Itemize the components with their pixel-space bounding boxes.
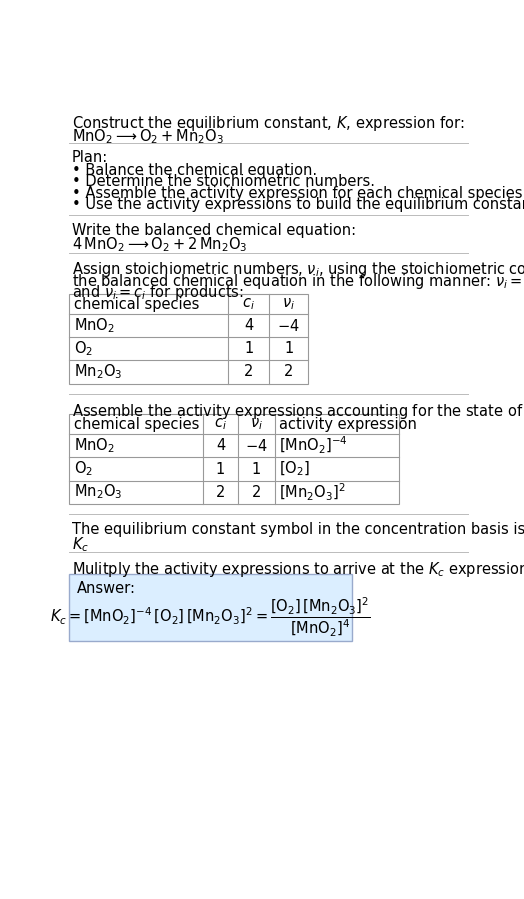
Text: 1: 1: [252, 461, 261, 476]
Text: $4\,\mathrm{MnO_2} \longrightarrow \mathrm{O_2} + 2\,\mathrm{Mn_2O_3}$: $4\,\mathrm{MnO_2} \longrightarrow \math…: [72, 236, 247, 254]
Text: $\nu_i$: $\nu_i$: [282, 297, 295, 312]
Bar: [69, 294, 308, 384]
Text: $c_i$: $c_i$: [214, 416, 227, 432]
Text: 1: 1: [284, 342, 293, 356]
Text: chemical species: chemical species: [74, 417, 200, 432]
FancyBboxPatch shape: [69, 574, 352, 642]
Text: the balanced chemical equation in the following manner: $\nu_i = -c_i$ for react: the balanced chemical equation in the fo…: [72, 271, 524, 291]
Text: $\mathrm{MnO_2}$: $\mathrm{MnO_2}$: [74, 316, 115, 335]
Text: $\mathrm{Mn_2O_3}$: $\mathrm{Mn_2O_3}$: [74, 483, 122, 502]
Text: $\mathrm{O_2}$: $\mathrm{O_2}$: [74, 459, 93, 478]
Text: Assemble the activity expressions accounting for the state of matter and $\nu_i$: Assemble the activity expressions accoun…: [72, 402, 524, 421]
Text: $\nu_i$: $\nu_i$: [249, 416, 263, 432]
Text: and $\nu_i = c_i$ for products:: and $\nu_i = c_i$ for products:: [72, 283, 244, 302]
Text: $[\mathrm{Mn_2O_3}]^2$: $[\mathrm{Mn_2O_3}]^2$: [279, 482, 346, 503]
Text: 1: 1: [244, 342, 254, 356]
Text: $\mathrm{O_2}$: $\mathrm{O_2}$: [74, 340, 93, 358]
Text: 2: 2: [284, 364, 293, 379]
Bar: [69, 414, 399, 503]
Text: 2: 2: [252, 485, 261, 500]
Text: 4: 4: [244, 318, 254, 334]
Text: activity expression: activity expression: [279, 417, 417, 432]
Text: $\mathrm{Mn_2O_3}$: $\mathrm{Mn_2O_3}$: [74, 362, 122, 381]
Text: $[\mathrm{O_2}]$: $[\mathrm{O_2}]$: [279, 459, 310, 478]
Text: • Balance the chemical equation.: • Balance the chemical equation.: [72, 163, 317, 177]
Text: $-4$: $-4$: [245, 438, 267, 454]
Text: $K_c = [\mathrm{MnO_2}]^{-4}\,[\mathrm{O_2}]\,[\mathrm{Mn_2O_3}]^2 = \dfrac{[\ma: $K_c = [\mathrm{MnO_2}]^{-4}\,[\mathrm{O…: [50, 595, 371, 638]
Text: 1: 1: [216, 461, 225, 476]
Text: $K_c$: $K_c$: [72, 535, 89, 554]
Text: Plan:: Plan:: [72, 150, 108, 165]
Text: $c_i$: $c_i$: [243, 297, 255, 312]
Text: Assign stoichiometric numbers, $\nu_i$, using the stoichiometric coefficients, $: Assign stoichiometric numbers, $\nu_i$, …: [72, 261, 524, 280]
Text: Mulitply the activity expressions to arrive at the $K_c$ expression:: Mulitply the activity expressions to arr…: [72, 560, 524, 579]
Text: 2: 2: [216, 485, 225, 500]
Text: $\mathrm{MnO_2} \longrightarrow \mathrm{O_2 + Mn_2O_3}$: $\mathrm{MnO_2} \longrightarrow \mathrm{…: [72, 127, 224, 146]
Text: • Use the activity expressions to build the equilibrium constant expression.: • Use the activity expressions to build …: [72, 197, 524, 212]
Text: • Determine the stoichiometric numbers.: • Determine the stoichiometric numbers.: [72, 174, 375, 189]
Text: $-4$: $-4$: [277, 317, 300, 334]
Text: • Assemble the activity expression for each chemical species.: • Assemble the activity expression for e…: [72, 186, 524, 200]
Text: Answer:: Answer:: [77, 582, 136, 596]
Text: Construct the equilibrium constant, $K$, expression for:: Construct the equilibrium constant, $K$,…: [72, 114, 464, 133]
Text: 4: 4: [216, 439, 225, 453]
Text: chemical species: chemical species: [74, 297, 200, 312]
Text: $[\mathrm{MnO_2}]^{-4}$: $[\mathrm{MnO_2}]^{-4}$: [279, 435, 348, 457]
Text: $\mathrm{MnO_2}$: $\mathrm{MnO_2}$: [74, 437, 115, 455]
Text: The equilibrium constant symbol in the concentration basis is:: The equilibrium constant symbol in the c…: [72, 522, 524, 537]
Text: 2: 2: [244, 364, 254, 379]
Text: Write the balanced chemical equation:: Write the balanced chemical equation:: [72, 223, 356, 237]
